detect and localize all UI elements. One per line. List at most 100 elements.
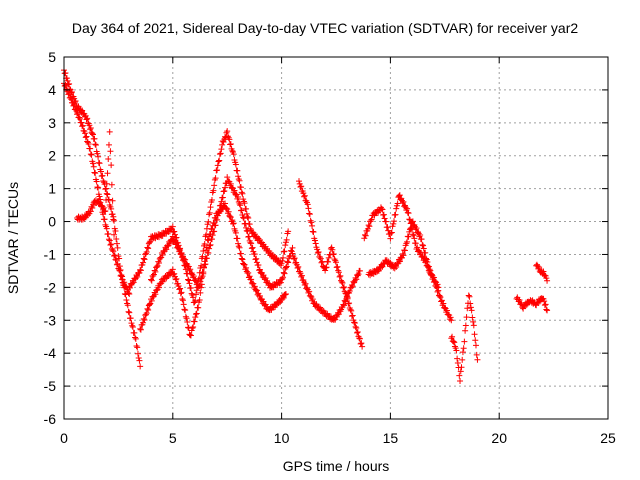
data-point bbox=[394, 200, 401, 207]
data-point bbox=[419, 241, 426, 248]
data-point bbox=[96, 193, 103, 200]
data-point bbox=[232, 161, 239, 168]
data-point bbox=[200, 264, 207, 271]
data-point bbox=[288, 247, 295, 254]
data-point bbox=[142, 311, 149, 318]
data-point bbox=[279, 296, 286, 303]
data-point bbox=[70, 102, 77, 109]
data-point bbox=[87, 145, 94, 152]
data-point bbox=[106, 237, 113, 244]
data-point bbox=[129, 280, 136, 287]
data-point bbox=[462, 327, 469, 334]
data-point bbox=[74, 109, 81, 116]
data-point bbox=[110, 213, 117, 220]
data-point bbox=[275, 299, 282, 306]
data-point bbox=[214, 162, 221, 169]
data-point bbox=[141, 256, 148, 263]
data-point bbox=[335, 311, 342, 318]
data-point bbox=[108, 162, 115, 169]
data-point bbox=[248, 245, 255, 252]
data-point bbox=[347, 306, 354, 313]
data-point bbox=[185, 324, 192, 331]
data-point bbox=[224, 210, 231, 217]
data-point bbox=[202, 261, 209, 268]
series-sat-i bbox=[361, 192, 455, 324]
data-point bbox=[306, 210, 313, 217]
data-point bbox=[253, 255, 260, 262]
data-point bbox=[356, 335, 363, 342]
data-point bbox=[137, 267, 144, 274]
data-point bbox=[244, 228, 251, 235]
data-point bbox=[178, 249, 185, 256]
data-point bbox=[243, 264, 250, 271]
data-point bbox=[392, 211, 399, 218]
data-point bbox=[150, 272, 157, 279]
data-point bbox=[420, 242, 427, 249]
data-point bbox=[145, 307, 152, 314]
data-point bbox=[542, 301, 549, 308]
data-point bbox=[246, 273, 253, 280]
data-point bbox=[247, 239, 254, 246]
data-point bbox=[156, 260, 163, 267]
data-point bbox=[277, 279, 284, 286]
data-point bbox=[338, 278, 345, 285]
data-point bbox=[143, 310, 150, 317]
data-point bbox=[282, 291, 289, 298]
data-point bbox=[82, 130, 89, 137]
data-point bbox=[234, 167, 241, 174]
data-point bbox=[516, 297, 523, 304]
data-point bbox=[425, 263, 432, 270]
data-point bbox=[232, 229, 239, 236]
data-point bbox=[230, 151, 237, 158]
data-point bbox=[187, 266, 194, 273]
data-point bbox=[296, 178, 303, 185]
data-point bbox=[383, 218, 390, 225]
data-point bbox=[465, 292, 472, 299]
data-point bbox=[169, 233, 176, 240]
data-point bbox=[414, 244, 421, 251]
data-point bbox=[224, 133, 231, 140]
y-tick-label: -2 bbox=[44, 279, 57, 295]
data-point bbox=[161, 276, 168, 283]
x-tick-label: 15 bbox=[383, 430, 399, 446]
data-point bbox=[185, 263, 192, 270]
data-point bbox=[125, 308, 132, 315]
data-point bbox=[79, 123, 86, 130]
data-point bbox=[116, 266, 123, 273]
data-point bbox=[78, 119, 85, 126]
data-point bbox=[113, 240, 120, 247]
data-point bbox=[93, 178, 100, 185]
data-point bbox=[218, 146, 225, 153]
data-point bbox=[192, 297, 199, 304]
data-point bbox=[308, 219, 315, 226]
data-point bbox=[404, 205, 411, 212]
data-point bbox=[251, 283, 258, 290]
data-point bbox=[346, 288, 353, 295]
data-point bbox=[114, 244, 121, 251]
data-point bbox=[422, 255, 429, 262]
data-point bbox=[459, 356, 466, 363]
data-point bbox=[322, 267, 329, 274]
data-point bbox=[136, 357, 143, 364]
data-point bbox=[365, 222, 372, 229]
y-tick-label: 2 bbox=[48, 148, 56, 164]
data-point bbox=[404, 238, 411, 245]
data-point bbox=[105, 236, 112, 243]
data-point bbox=[340, 283, 347, 290]
data-point bbox=[243, 205, 250, 212]
data-point bbox=[356, 335, 363, 342]
data-point bbox=[177, 247, 184, 254]
data-point bbox=[243, 224, 250, 231]
data-point bbox=[298, 273, 305, 280]
data-point bbox=[474, 356, 481, 363]
data-point bbox=[86, 122, 93, 129]
data-point bbox=[522, 303, 529, 310]
data-point bbox=[97, 199, 104, 206]
data-point bbox=[195, 284, 202, 291]
data-point bbox=[201, 240, 208, 247]
data-point bbox=[280, 254, 287, 261]
data-point bbox=[133, 343, 140, 350]
data-point bbox=[91, 169, 98, 176]
data-point bbox=[343, 293, 350, 300]
data-point bbox=[148, 277, 155, 284]
